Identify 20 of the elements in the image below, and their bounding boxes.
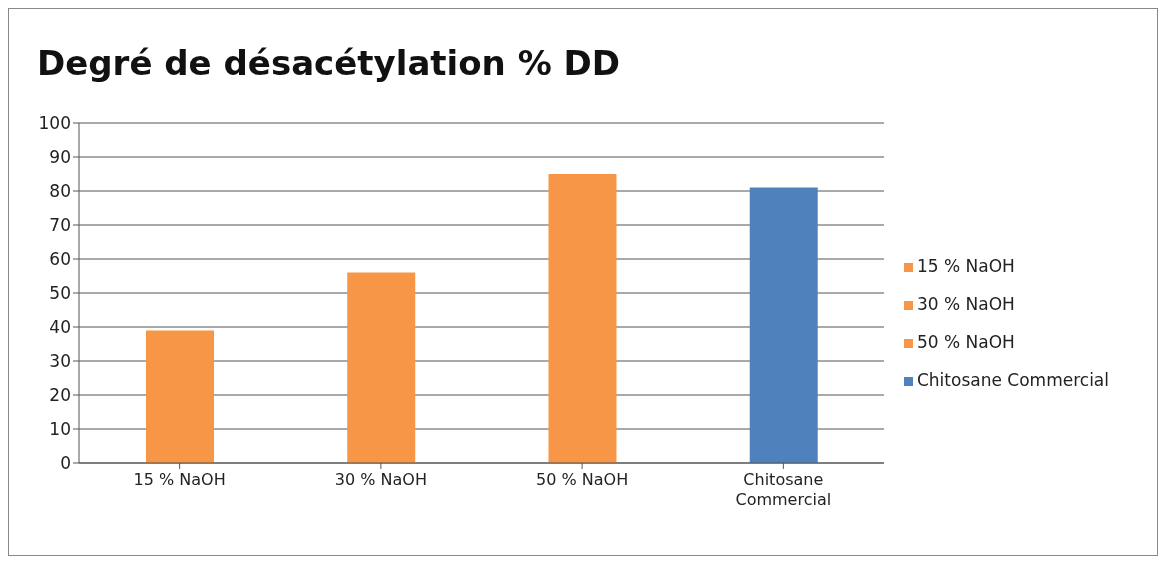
y-tick-label: 100 <box>38 113 71 134</box>
y-tick-label: 90 <box>49 147 71 168</box>
legend-label: 30 % NaOH <box>916 294 1015 314</box>
y-tick-label: 50 <box>49 283 71 304</box>
y-tick-label: 0 <box>60 453 71 474</box>
y-tick-label: 20 <box>49 385 71 406</box>
y-tick-label: 70 <box>49 215 71 236</box>
chart-title: Degré de désacétylation % DD <box>36 42 621 85</box>
x-tick-label: 15 % NaOH <box>133 470 226 489</box>
legend-label: 50 % NaOH <box>916 332 1015 352</box>
y-tick-label: 80 <box>49 181 71 202</box>
y-tick-label: 40 <box>49 317 71 338</box>
y-tick-label: 30 <box>49 351 71 372</box>
y-tick-label: 60 <box>49 249 71 270</box>
x-tick-label: 30 % NaOH <box>334 470 427 489</box>
x-tick-label: Chitosane Commercial <box>735 470 832 509</box>
y-tick-label: 10 <box>49 419 71 440</box>
legend-label: 15 % NaOH <box>916 256 1015 276</box>
x-tick-label: 50 % NaOH <box>536 470 629 489</box>
legend-label: Chitosane Commercial <box>916 370 1109 390</box>
